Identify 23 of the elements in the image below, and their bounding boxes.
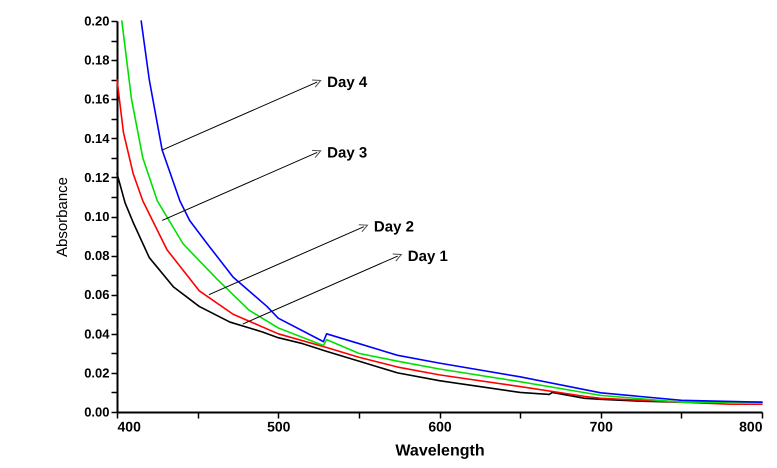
y-tick-label: 0.04 xyxy=(84,326,110,342)
y-tick-label: 0.20 xyxy=(84,14,110,28)
x-tick-label: 400 xyxy=(118,418,142,434)
y-tick-label: 0.10 xyxy=(84,209,110,224)
line-series xyxy=(116,78,763,405)
y-tick-label: 0.16 xyxy=(84,92,110,107)
y-tick-label: 0.12 xyxy=(84,170,110,185)
annotation: Day 3 xyxy=(327,144,368,162)
x-tick-label: 500 xyxy=(267,418,291,434)
annotation: Day 4 xyxy=(327,74,368,92)
x-axis-title: Wavelength xyxy=(395,442,485,460)
y-axis-title: Absorbance xyxy=(54,176,72,258)
annotation: Day 1 xyxy=(408,248,448,266)
y-tick-label: 0.02 xyxy=(84,365,110,380)
y-tick-label: 0.00 xyxy=(84,404,110,420)
x-tick-label: 700 xyxy=(590,418,614,434)
y-tick-label: 0.06 xyxy=(84,287,110,302)
annotation: Day 2 xyxy=(374,218,414,236)
y-tick-label: 0.18 xyxy=(84,52,110,68)
y-tick-label: 0.08 xyxy=(84,248,110,264)
x-tick-label: 600 xyxy=(428,418,452,434)
x-tick-label: 800 xyxy=(739,418,763,434)
y-tick-label: 0.14 xyxy=(84,130,110,146)
